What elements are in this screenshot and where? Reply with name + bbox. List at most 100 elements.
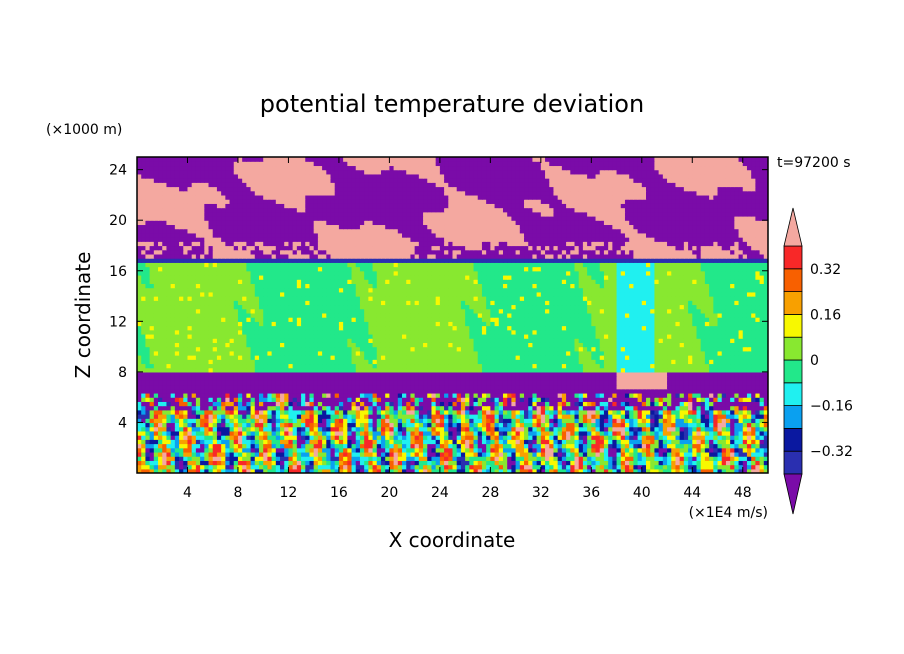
- heatmap-cell: [582, 405, 588, 411]
- heatmap-cell: [376, 468, 382, 473]
- heatmap-cell: [267, 426, 273, 432]
- heatmap-cell: [570, 401, 576, 407]
- heatmap-cell: [662, 426, 668, 432]
- heatmap-cell: [343, 359, 348, 365]
- heatmap-cell: [385, 468, 390, 473]
- heatmap-cell: [393, 439, 399, 445]
- heatmap-cell: [650, 392, 656, 398]
- heatmap-cell: [738, 405, 744, 411]
- heatmap-cell: [574, 401, 580, 407]
- heatmap-cell: [646, 367, 651, 373]
- heatmap-cell: [402, 355, 407, 360]
- heatmap-cell: [263, 409, 269, 415]
- heatmap-cell: [368, 405, 374, 411]
- heatmap-cell: [355, 409, 361, 415]
- heatmap-cell: [427, 468, 433, 473]
- heatmap-cell: [465, 388, 470, 394]
- heatmap-cell: [654, 397, 660, 402]
- heatmap-cell: [759, 409, 765, 415]
- heatmap-cell: [162, 329, 168, 335]
- heatmap-cell: [742, 342, 748, 348]
- heatmap-cell: [704, 342, 710, 348]
- heatmap-cell: [734, 342, 740, 348]
- heatmap-cell: [595, 456, 601, 461]
- heatmap-cell: [280, 376, 285, 381]
- heatmap-cell: [305, 350, 311, 356]
- heatmap-cell: [595, 418, 601, 424]
- heatmap-cell: [141, 392, 147, 398]
- heatmap-cell: [158, 397, 163, 402]
- heatmap-cell: [187, 355, 193, 360]
- heatmap-cell: [700, 350, 706, 356]
- heatmap-cell: [137, 430, 142, 436]
- heatmap-cell: [145, 367, 151, 373]
- heatmap-cell: [221, 333, 226, 339]
- heatmap-cell: [498, 397, 504, 402]
- heatmap-cell: [532, 435, 538, 440]
- heatmap-cell: [410, 346, 416, 352]
- heatmap-cell: [566, 418, 571, 424]
- heatmap-cell: [452, 367, 458, 373]
- heatmap-cell: [195, 333, 201, 339]
- heatmap-cell: [671, 355, 677, 360]
- heatmap-cell: [317, 401, 323, 407]
- heatmap-cell: [519, 384, 525, 390]
- heatmap-cell: [675, 376, 681, 381]
- heatmap-cell: [646, 435, 651, 440]
- heatmap-cell: [338, 384, 344, 390]
- heatmap-cell: [671, 460, 677, 466]
- heatmap-cell: [225, 447, 231, 453]
- heatmap-cell: [570, 430, 576, 436]
- heatmap-cell: [179, 443, 184, 449]
- heatmap-cell: [204, 329, 210, 335]
- heatmap-cell: [490, 363, 496, 369]
- heatmap-cell: [212, 468, 218, 473]
- heatmap-cell: [237, 384, 243, 390]
- heatmap-cell: [200, 468, 205, 473]
- heatmap-cell: [267, 435, 273, 440]
- heatmap-cell: [141, 464, 147, 470]
- heatmap-cell: [717, 468, 723, 473]
- heatmap-cell: [738, 414, 744, 419]
- heatmap-cell: [490, 401, 496, 407]
- heatmap-cell: [372, 451, 378, 457]
- heatmap-cell: [162, 430, 168, 436]
- heatmap-cell: [549, 464, 555, 470]
- heatmap-cell: [629, 447, 634, 453]
- heatmap-cell: [587, 350, 592, 356]
- heatmap-cell: [380, 422, 386, 428]
- heatmap-cell: [667, 418, 672, 424]
- heatmap-cell: [376, 451, 382, 457]
- heatmap-cell: [368, 409, 374, 415]
- heatmap-cell: [587, 363, 592, 369]
- heatmap-cell: [683, 401, 689, 407]
- heatmap-cell: [347, 384, 353, 390]
- heatmap-cell: [574, 376, 580, 381]
- heatmap-cell: [713, 392, 719, 398]
- heatmap-cell: [650, 422, 656, 428]
- heatmap-cell: [435, 350, 441, 356]
- heatmap-cell: [696, 468, 702, 473]
- heatmap-cell: [355, 460, 361, 466]
- heatmap-cell: [477, 359, 483, 365]
- heatmap-cell: [557, 384, 563, 390]
- heatmap-cell: [494, 426, 500, 432]
- heatmap-cell: [141, 350, 147, 356]
- heatmap-cell: [502, 414, 508, 419]
- heatmap-cell: [582, 384, 588, 390]
- heatmap-cell: [650, 355, 656, 360]
- heatmap-cell: [629, 409, 634, 415]
- heatmap-cell: [351, 392, 357, 398]
- heatmap-cell: [616, 426, 622, 432]
- heatmap-cell: [587, 371, 592, 377]
- heatmap-cell: [494, 355, 500, 360]
- heatmap-cell: [717, 401, 723, 407]
- heatmap-cell: [456, 451, 462, 457]
- heatmap-cell: [364, 405, 369, 411]
- heatmap-cell: [158, 346, 163, 352]
- heatmap-cell: [452, 409, 458, 415]
- heatmap-cell: [334, 422, 340, 428]
- heatmap-cell: [170, 443, 176, 449]
- heatmap-cell: [195, 405, 201, 411]
- heatmap-cell: [258, 430, 264, 436]
